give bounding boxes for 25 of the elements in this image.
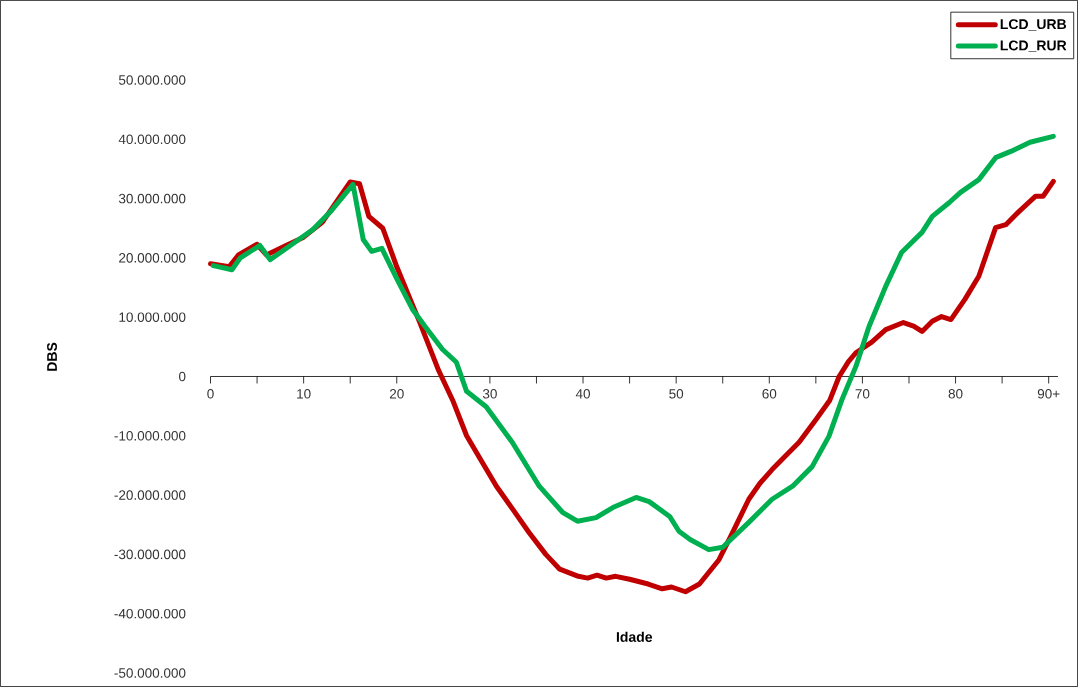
x-tick-label: 40 — [575, 389, 590, 399]
y-axis-title: DBS — [47, 342, 57, 371]
legend-label: LCD_RUR — [1000, 40, 1067, 52]
y-tick-label: 10.000.000 — [119, 312, 186, 322]
x-tick-label: 90+ — [1037, 389, 1060, 399]
y-tick-label: -50.000.000 — [114, 668, 186, 678]
legend-label: LCD_URB — [1000, 19, 1067, 31]
x-tick-label: 0 — [207, 389, 214, 399]
x-tick-label: 50 — [669, 389, 684, 399]
y-tick-label: 0 — [179, 371, 186, 382]
x-tick-label: 20 — [389, 389, 404, 399]
y-tick-label: -10.000.000 — [114, 431, 186, 441]
y-tick-label: -20.000.000 — [114, 490, 186, 500]
y-tick-label: 40.000.000 — [118, 134, 186, 145]
x-tick-label: 80 — [948, 389, 963, 399]
x-tick-label: 70 — [855, 389, 870, 399]
x-axis-title: Idade — [616, 631, 653, 642]
x-tick-label: 30 — [482, 389, 497, 399]
x-tick-label: 60 — [762, 389, 777, 399]
y-tick-label: 30.000.000 — [118, 193, 186, 204]
y-tick-label: -40.000.000 — [114, 608, 186, 619]
y-tick-label: 20.000.000 — [119, 253, 186, 263]
y-tick-label: -30.000.000 — [114, 549, 186, 560]
y-tick-label: 50.000.000 — [118, 75, 186, 85]
x-tick-label: 10 — [297, 389, 311, 399]
